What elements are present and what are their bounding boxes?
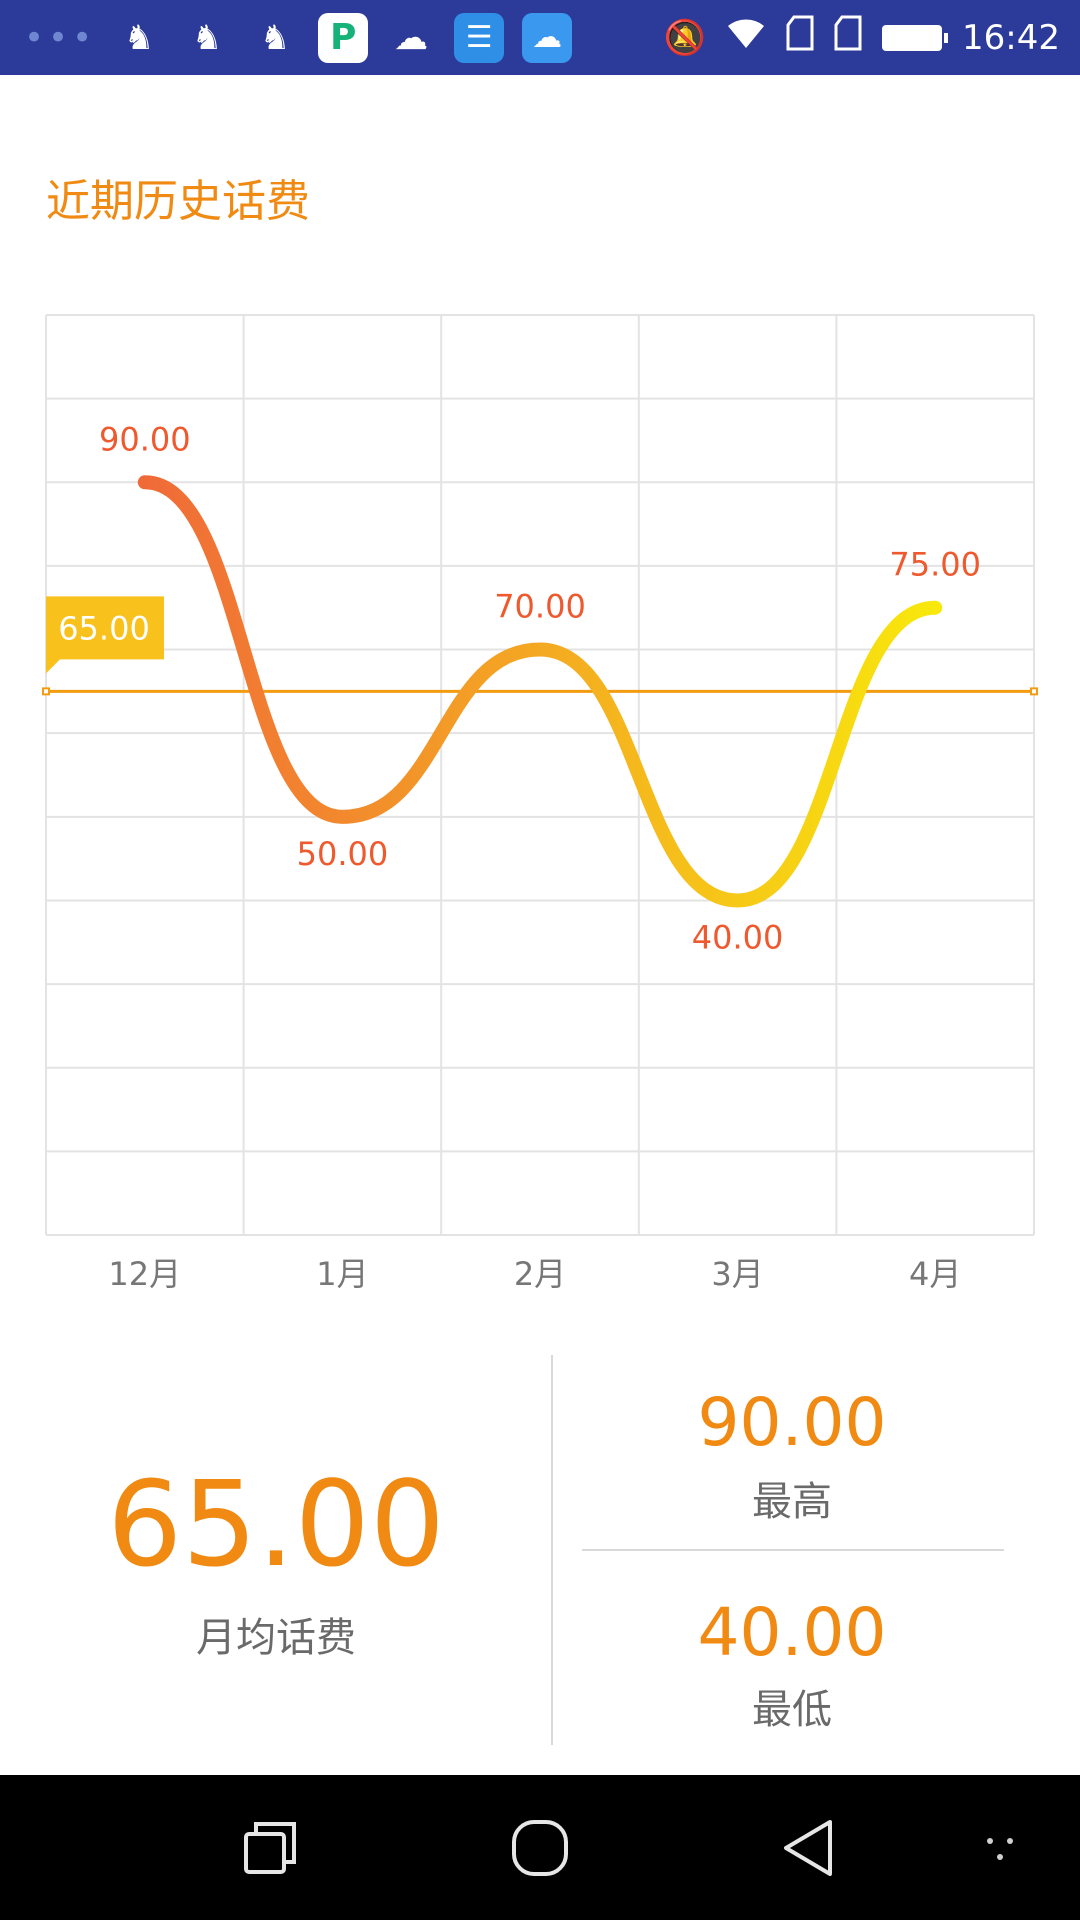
sim2-icon bbox=[834, 15, 862, 60]
wifi-icon bbox=[726, 16, 766, 59]
page-title: 近期历史话费 bbox=[46, 176, 310, 227]
history-chart: 65.00 90.00 50.00 70.00 40.00 75.00 12月 1月 2月 3… bbox=[0, 300, 1080, 1300]
home-button[interactable] bbox=[490, 1775, 590, 1920]
chart-grid bbox=[45, 314, 1035, 1236]
x-tick-label: 12月 bbox=[108, 1255, 181, 1293]
sim1-icon bbox=[786, 15, 814, 60]
x-tick-label: 3月 bbox=[711, 1255, 763, 1293]
series-line bbox=[137, 475, 943, 908]
data-label: 50.00 bbox=[297, 835, 389, 873]
data-label: 90.00 bbox=[99, 420, 191, 458]
notification-area: ••• ♞ ♞ ♞ P ☁ ☰ ☁ bbox=[24, 0, 573, 75]
recents-icon bbox=[244, 1821, 296, 1874]
stats-panel: 65.00 月均话费 90.00 最高 40.00 最低 bbox=[0, 1355, 1080, 1745]
data-label: 40.00 bbox=[692, 918, 784, 956]
uc-browser-icon: ♞ bbox=[259, 17, 291, 58]
horizontal-divider bbox=[582, 1549, 1004, 1551]
min-label: 最低 bbox=[752, 1687, 832, 1733]
series-group bbox=[137, 475, 943, 908]
mute-icon: 🔕 bbox=[663, 17, 707, 58]
recents-button[interactable] bbox=[220, 1775, 320, 1920]
home-icon bbox=[512, 1819, 568, 1876]
line-chart: 65.00 90.00 50.00 70.00 40.00 75.00 12月 1月 2月 3… bbox=[42, 314, 1038, 1293]
average-value: 65.00 bbox=[107, 1455, 445, 1593]
x-tick-label: 4月 bbox=[909, 1255, 961, 1293]
data-label: 70.00 bbox=[494, 588, 586, 626]
min-value: 40.00 bbox=[697, 1594, 887, 1671]
max-label: 最高 bbox=[752, 1479, 832, 1525]
vertical-divider bbox=[551, 1355, 553, 1745]
average-line-end-marker bbox=[1030, 687, 1038, 696]
clock: 16:42 bbox=[962, 17, 1060, 58]
average-line-start-marker bbox=[42, 687, 50, 696]
average-tag-label: 65.00 bbox=[58, 609, 150, 647]
menu-button[interactable] bbox=[960, 1775, 1040, 1920]
average-tag bbox=[46, 596, 164, 674]
average-line-group: 65.00 bbox=[42, 596, 1038, 696]
cloud-icon: ☁ bbox=[394, 17, 429, 58]
uc-browser-icon: ♞ bbox=[123, 17, 155, 58]
menu-dots-icon bbox=[987, 1837, 1013, 1860]
back-button[interactable] bbox=[758, 1775, 858, 1920]
x-tick-label: 1月 bbox=[316, 1255, 368, 1293]
x-axis-ticks: 12月 1月 2月 3月 4月 bbox=[108, 1255, 961, 1293]
average-label: 月均话费 bbox=[196, 1615, 356, 1661]
max-value: 90.00 bbox=[697, 1384, 887, 1461]
doc-app-icon: ☰ bbox=[454, 12, 505, 63]
x-tick-label: 2月 bbox=[514, 1255, 566, 1293]
system-status-area: 🔕 16:42 bbox=[664, 0, 1060, 75]
data-label: 75.00 bbox=[889, 546, 981, 584]
back-icon bbox=[784, 1819, 832, 1876]
battery-icon bbox=[882, 24, 949, 51]
weather-icon: ☁ bbox=[522, 12, 573, 63]
uc-browser-icon: ♞ bbox=[191, 17, 223, 58]
data-labels: 90.00 50.00 70.00 40.00 75.00 bbox=[99, 420, 981, 956]
status-bar: ••• ♞ ♞ ♞ P ☁ ☰ ☁ 🔕 16:42 bbox=[0, 0, 1080, 75]
more-dots-icon: ••• bbox=[24, 17, 97, 58]
navigation-bar bbox=[0, 1775, 1080, 1920]
p-app-icon: P bbox=[318, 12, 369, 63]
